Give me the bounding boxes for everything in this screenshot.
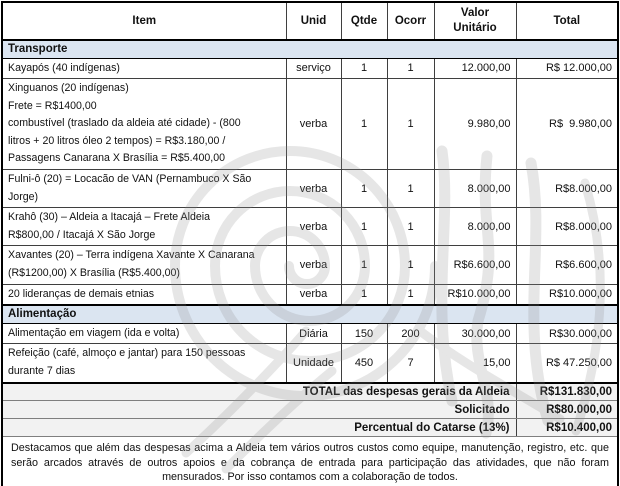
- unit-price-cell: 8.000,00: [433, 169, 517, 209]
- footer-note: Destacamos que além das despesas acima a…: [1, 435, 619, 486]
- occurrence-cell: 200: [386, 322, 435, 345]
- section-title: Alimentação: [1, 304, 619, 324]
- footer-note-row: Destacamos que além das despesas acima a…: [1, 435, 619, 486]
- total-cell: R$30.000,00: [515, 322, 619, 345]
- item-cell: Krahô (30) – Aldeia a Itacajá – Frete Al…: [1, 207, 287, 247]
- column-header-qtde: Qtde: [340, 1, 388, 41]
- table-row: Krahô (30) – Aldeia a Itacajá – Frete Al…: [1, 207, 619, 247]
- total-cell: R$10.000,00: [515, 283, 619, 306]
- column-header-ocorr: Ocorr: [386, 1, 435, 41]
- item-cell: Xavantes (20) – Terra indígena Xavante X…: [1, 245, 287, 285]
- unit-cell: verba: [285, 283, 342, 306]
- table-row: 20 lideranças de demais etnias verba 1 1…: [1, 283, 619, 306]
- unit-cell: verba: [285, 169, 342, 209]
- section-row-transporte: Transporte: [1, 39, 619, 59]
- unit-cell: Diária: [285, 322, 342, 345]
- unit-price-cell: 9.980,00: [433, 78, 517, 171]
- total-cell: R$8.000,00: [515, 169, 619, 209]
- qty-cell: 1: [340, 78, 388, 171]
- unit-price-cell: 8.000,00: [433, 207, 517, 247]
- qty-cell: 150: [340, 322, 388, 345]
- occurrence-cell: 1: [386, 207, 435, 247]
- occurrence-cell: 1: [386, 283, 435, 306]
- total-value: R$131.830,00: [515, 381, 619, 401]
- qty-cell: 1: [340, 245, 388, 285]
- unit-price-cell: R$10.000,00: [433, 283, 517, 306]
- item-cell: Xinguanos (20 indígenas) Frete = R$1400,…: [1, 78, 287, 171]
- column-header-total: Total: [515, 1, 619, 41]
- qty-cell: 1: [340, 169, 388, 209]
- unit-cell: verba: [285, 207, 342, 247]
- qty-cell: 1: [340, 283, 388, 306]
- item-cell: 20 lideranças de demais etnias: [1, 283, 287, 306]
- qty-cell: 1: [340, 57, 388, 80]
- unit-cell: serviço: [285, 57, 342, 80]
- total-value: R$10.400,00: [515, 418, 619, 437]
- table-row: Fulni-ô (20) = Locacão de VAN (Pernambuc…: [1, 169, 619, 209]
- item-cell: Refeição (café, almoço e jantar) para 15…: [1, 343, 287, 383]
- occurrence-cell: 1: [386, 169, 435, 209]
- column-header-valor-unitario: Valor Unitário: [433, 1, 517, 41]
- section-title: Transporte: [1, 39, 619, 59]
- section-row-alimentacao: Alimentação: [1, 304, 619, 324]
- total-cell: R$6.600,00: [515, 245, 619, 285]
- total-row-despesas: TOTAL das despesas gerais da Aldeia R$13…: [1, 381, 619, 401]
- unit-price-cell: 30.000,00: [433, 322, 517, 345]
- item-cell: Fulni-ô (20) = Locacão de VAN (Pernambuc…: [1, 169, 287, 209]
- total-value: R$80.000,00: [515, 400, 619, 419]
- total-label: TOTAL das despesas gerais da Aldeia: [1, 381, 517, 401]
- total-label: Percentual do Catarse (13%): [1, 418, 517, 437]
- occurrence-cell: 1: [386, 57, 435, 80]
- occurrence-cell: 7: [386, 343, 435, 383]
- table-row: Xinguanos (20 indígenas) Frete = R$1400,…: [1, 78, 619, 171]
- table-row: Alimentação em viagem (ida e volta) Diár…: [1, 322, 619, 345]
- column-header-unid: Unid: [285, 1, 342, 41]
- total-row-percentual-catarse: Percentual do Catarse (13%) R$10.400,00: [1, 418, 619, 437]
- qty-cell: 1: [340, 207, 388, 247]
- occurrence-cell: 1: [386, 245, 435, 285]
- unit-cell: verba: [285, 245, 342, 285]
- item-cell: Kayapós (40 indígenas): [1, 57, 287, 80]
- unit-price-cell: 12.000,00: [433, 57, 517, 80]
- qty-cell: 450: [340, 343, 388, 383]
- unit-cell: verba: [285, 78, 342, 171]
- table-row: Refeição (café, almoço e jantar) para 15…: [1, 343, 619, 383]
- table-row: Kayapós (40 indígenas) serviço 1 1 12.00…: [1, 57, 619, 80]
- table-header-row: Item Unid Qtde Ocorr Valor Unitário Tota…: [1, 1, 619, 41]
- total-cell: R$ 12.000,00: [515, 57, 619, 80]
- total-row-solicitado: Solicitado R$80.000,00: [1, 400, 619, 419]
- column-header-item: Item: [1, 1, 287, 41]
- total-cell: R$ 9.980,00: [515, 78, 619, 171]
- total-cell: R$8.000,00: [515, 207, 619, 247]
- unit-price-cell: R$6.600,00: [433, 245, 517, 285]
- unit-cell: Unidade: [285, 343, 342, 383]
- occurrence-cell: 1: [386, 78, 435, 171]
- total-cell: R$ 47.250,00: [515, 343, 619, 383]
- unit-price-cell: 15,00: [433, 343, 517, 383]
- table-row: Xavantes (20) – Terra indígena Xavante X…: [1, 245, 619, 285]
- item-cell: Alimentação em viagem (ida e volta): [1, 322, 287, 345]
- total-label: Solicitado: [1, 400, 517, 419]
